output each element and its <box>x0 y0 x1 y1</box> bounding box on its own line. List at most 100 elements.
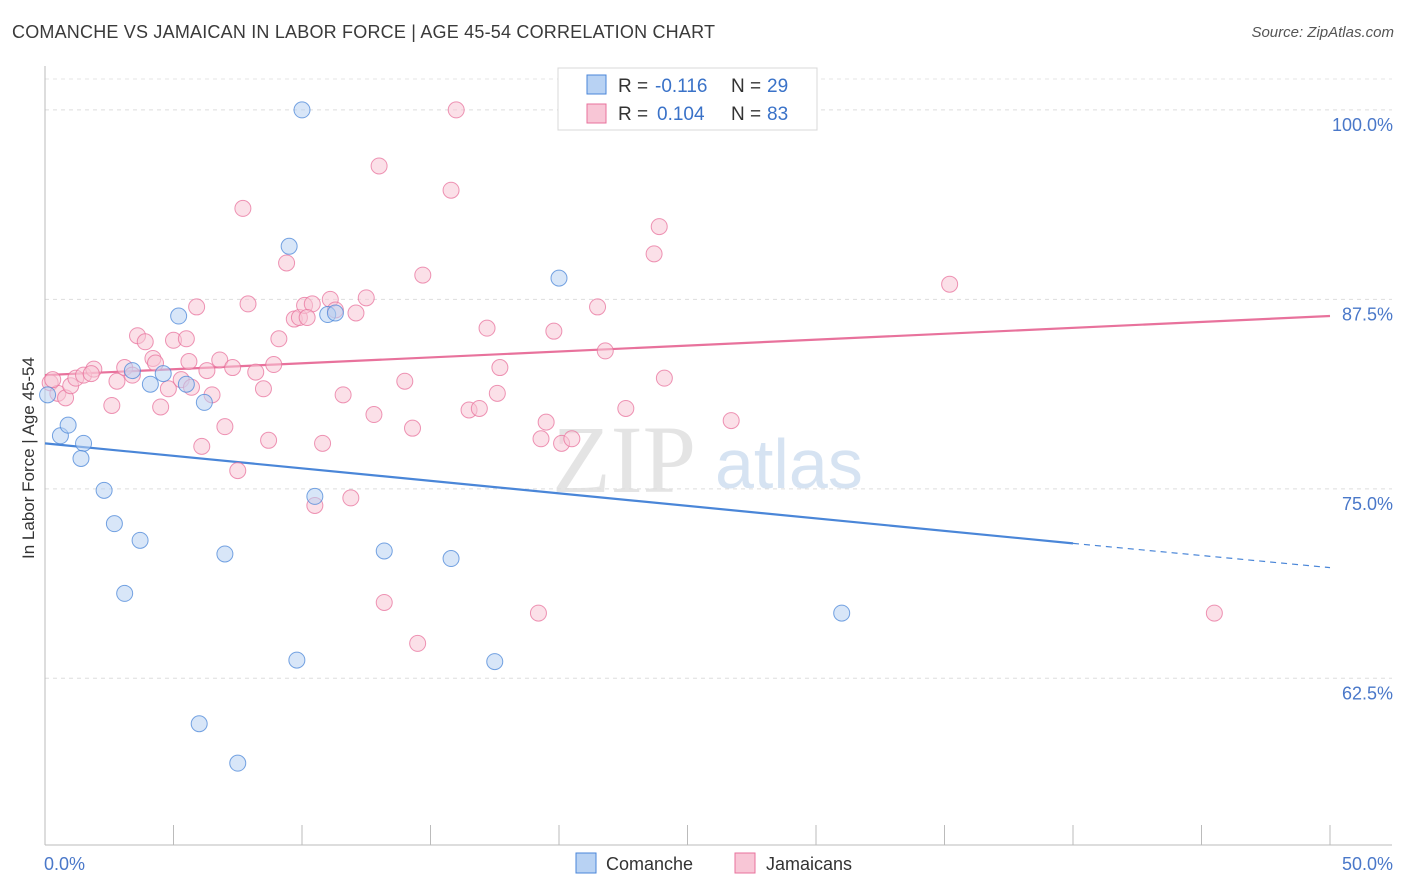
legend-r-value-comanche: -0.116 <box>655 76 707 97</box>
x-tick-label-max: 50.0% <box>1342 854 1393 874</box>
point-jamaicans <box>396 372 414 390</box>
point-jamaicans <box>224 359 242 377</box>
legend-n-label-comanche: N = <box>731 76 761 97</box>
axes <box>44 66 1392 846</box>
point-jamaicans <box>941 275 959 293</box>
point-jamaicans <box>239 295 257 313</box>
legend-r-label-comanche: R = <box>618 76 648 97</box>
point-jamaicans <box>159 380 177 398</box>
bottom-legend-label-comanche: Comanche <box>606 854 693 874</box>
point-comanche <box>59 416 77 434</box>
point-jamaicans <box>563 430 581 448</box>
point-jamaicans <box>357 289 375 307</box>
point-jamaicans <box>596 342 614 360</box>
legend-r-value-jamaicans: 0.104 <box>657 104 705 125</box>
point-comanche <box>195 393 213 411</box>
point-comanche <box>833 604 851 622</box>
point-jamaicans <box>370 157 388 175</box>
point-jamaicans <box>365 406 383 424</box>
point-jamaicans <box>260 431 278 449</box>
point-jamaicans <box>529 604 547 622</box>
point-comanche <box>288 651 306 669</box>
point-jamaicans <box>537 413 555 431</box>
point-comanche <box>280 237 298 255</box>
chart-title: COMANCHE VS JAMAICAN IN LABOR FORCE | AG… <box>12 22 716 42</box>
point-jamaicans <box>278 254 296 272</box>
point-jamaicans <box>470 399 488 417</box>
point-comanche <box>375 542 393 560</box>
point-comanche <box>131 531 149 549</box>
point-jamaicans <box>254 380 272 398</box>
point-jamaicans <box>247 363 265 381</box>
bottom-legend-swatch-jamaicans <box>734 852 756 874</box>
point-jamaicans <box>478 319 496 337</box>
point-comanche <box>39 386 57 404</box>
legend-n-value-comanche: 29 <box>767 76 788 97</box>
point-comanche <box>75 434 93 452</box>
point-jamaicans <box>152 398 170 416</box>
y-tick-label: 75.0% <box>1342 494 1393 514</box>
legend-stats: R = -0.116 N = 29 R = 0.104 N = 83 <box>557 67 818 131</box>
point-jamaicans <box>180 352 198 370</box>
trend-line-comanche <box>44 442 1074 545</box>
point-comanche <box>95 481 113 499</box>
bottom-legend-label-jamaicans: Jamaicans <box>766 854 852 874</box>
point-jamaicans <box>1205 604 1223 622</box>
point-jamaicans <box>589 298 607 316</box>
chart-source: Source: ZipAtlas.com <box>1251 24 1394 41</box>
point-jamaicans <box>650 218 668 236</box>
point-comanche <box>293 101 311 119</box>
trend-line-extension-comanche <box>1072 542 1331 569</box>
point-jamaicans <box>229 462 247 480</box>
point-comanche <box>486 653 504 671</box>
point-comanche <box>154 365 172 383</box>
legend-swatch-comanche <box>586 74 607 95</box>
point-jamaicans <box>314 434 332 452</box>
point-jamaicans <box>532 430 550 448</box>
y-tick-label: 100.0% <box>1332 115 1393 135</box>
point-jamaicans <box>347 304 365 322</box>
point-jamaicans <box>265 356 283 374</box>
point-jamaicans <box>270 330 288 348</box>
point-comanche <box>141 375 159 393</box>
point-comanche <box>170 307 188 325</box>
point-comanche <box>177 375 195 393</box>
legend-swatch-jamaicans <box>586 103 607 124</box>
point-jamaicans <box>177 330 195 348</box>
point-jamaicans <box>617 399 635 417</box>
point-jamaicans <box>298 309 316 327</box>
point-jamaicans <box>234 199 252 217</box>
data-points <box>39 101 1223 772</box>
tick-labels: 100.0% 87.5% 75.0% 62.5% 0.0% 50.0% <box>44 115 1393 874</box>
point-comanche <box>550 269 568 287</box>
point-jamaicans <box>447 101 465 119</box>
point-jamaicans <box>488 384 506 402</box>
bottom-legend-swatch-comanche <box>575 852 597 874</box>
point-comanche <box>105 515 123 533</box>
point-jamaicans <box>342 489 360 507</box>
point-jamaicans <box>136 333 154 351</box>
legend-bottom: Comanche Jamaicans <box>575 852 852 874</box>
point-comanche <box>216 545 234 563</box>
watermark-atlas: atlas <box>715 425 863 503</box>
point-jamaicans <box>375 593 393 611</box>
point-jamaicans <box>193 437 211 455</box>
point-jamaicans <box>655 369 673 387</box>
point-comanche <box>123 362 141 380</box>
point-jamaicans <box>44 371 62 389</box>
y-tick-label: 62.5% <box>1342 683 1393 703</box>
y-axis-label: In Labor Force | Age 45-54 <box>19 357 38 559</box>
point-comanche <box>442 550 460 568</box>
point-jamaicans <box>103 396 121 414</box>
point-comanche <box>72 450 90 467</box>
point-jamaicans <box>545 322 563 340</box>
watermark-zip: ZIP <box>552 406 696 513</box>
point-jamaicans <box>722 412 740 430</box>
point-jamaicans <box>108 372 126 390</box>
point-comanche <box>190 715 208 733</box>
point-comanche <box>229 754 247 772</box>
legend-r-label-jamaicans: R = <box>618 104 648 125</box>
x-tick-label-min: 0.0% <box>44 854 85 874</box>
point-jamaicans <box>645 245 663 263</box>
